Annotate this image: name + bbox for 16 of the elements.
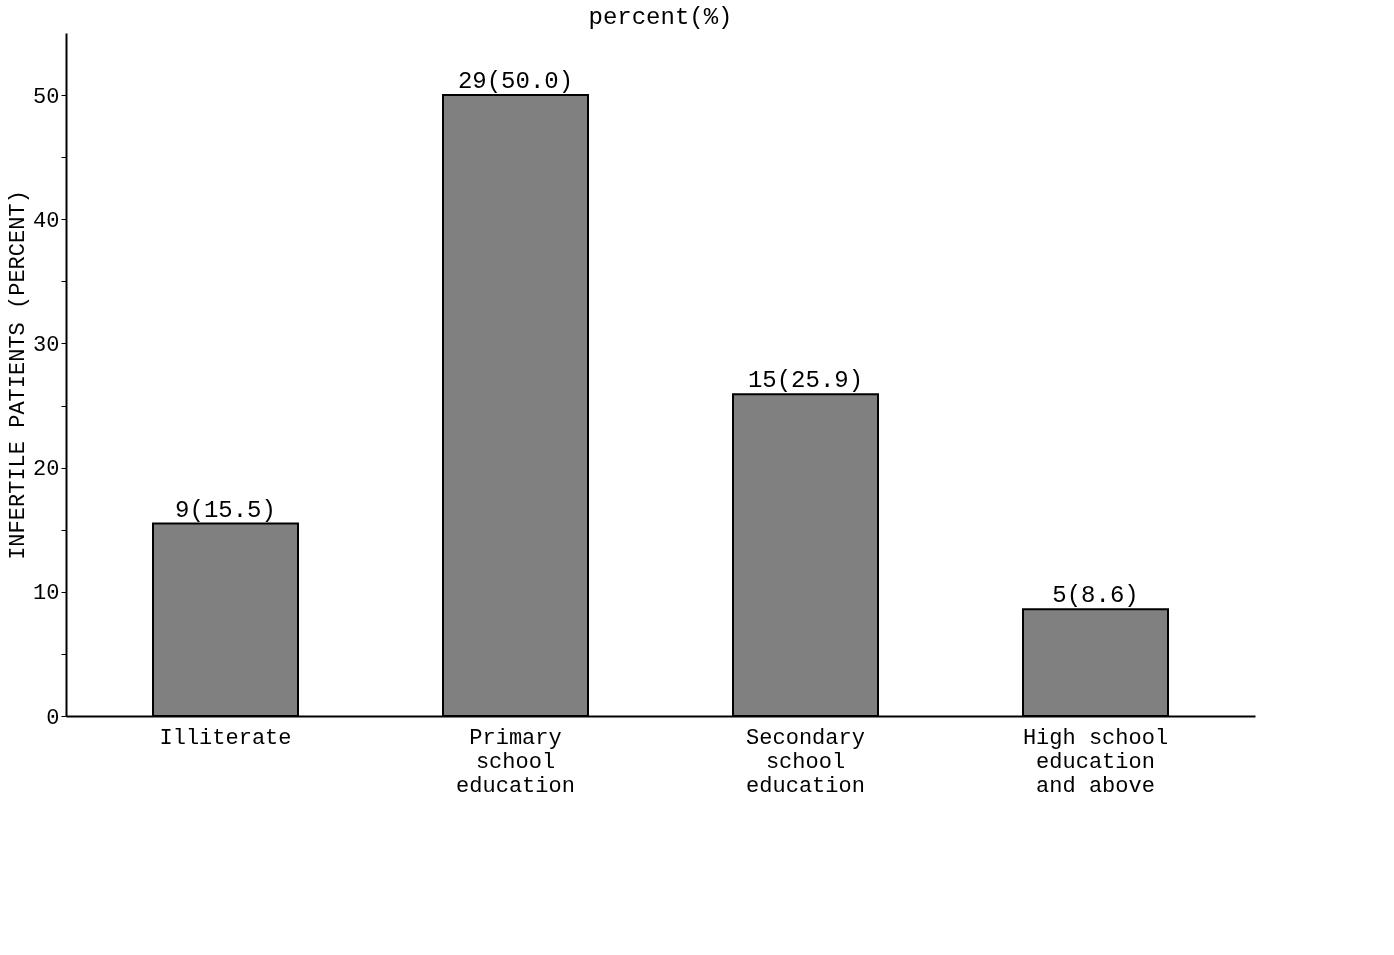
x-tick-label: Secondary school education bbox=[746, 725, 865, 799]
data-label: 15(25.9) bbox=[747, 367, 864, 395]
y-tick-label: 30 bbox=[33, 332, 60, 358]
y-axis-title: INFERTILE PATIENTS (PERCENT) bbox=[6, 190, 32, 560]
data-label: 29(50.0) bbox=[457, 68, 574, 96]
x-tick-label: Illiterate bbox=[159, 725, 292, 751]
y-tick-label: 10 bbox=[33, 581, 60, 607]
chart-title: percent(%) bbox=[588, 4, 733, 31]
y-tick-label: 0 bbox=[46, 705, 60, 731]
x-tick-label: High school education and above bbox=[1022, 725, 1169, 799]
y-tick-label: 20 bbox=[33, 457, 60, 483]
data-label: 5(8.6) bbox=[1052, 582, 1139, 610]
y-tick-label: 40 bbox=[33, 208, 60, 234]
data-label: 9(15.5) bbox=[175, 496, 276, 524]
x-tick-label: Primary school education bbox=[456, 725, 575, 799]
y-tick-label: 50 bbox=[33, 84, 60, 110]
